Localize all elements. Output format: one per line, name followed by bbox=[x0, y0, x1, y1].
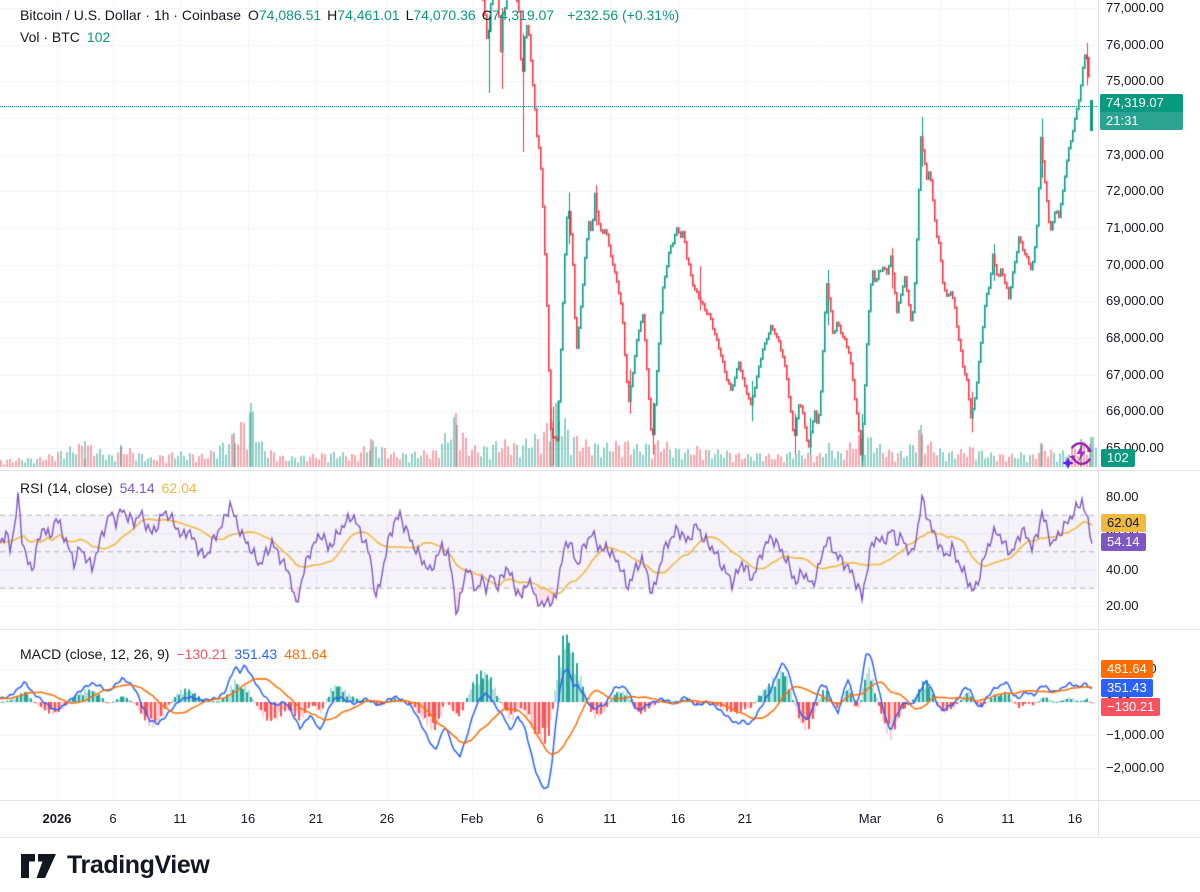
arrowhead bbox=[1069, 455, 1075, 460]
current-price-value: 74,319.07 bbox=[1100, 94, 1183, 112]
arrowhead bbox=[1087, 447, 1093, 452]
symbol-title: Bitcoin / U.S. Dollar · 1h · Coinbase bbox=[20, 7, 241, 23]
time-tick: 16 bbox=[670, 811, 686, 826]
price-pane-canvas[interactable] bbox=[0, 0, 1100, 470]
time-tick: Mar bbox=[858, 811, 882, 826]
lightning-bolt-icon bbox=[1076, 443, 1086, 462]
time-tick: 6 bbox=[109, 811, 117, 826]
time-tick: 11 bbox=[603, 811, 617, 826]
time-scale[interactable]: 2026 6 11 16 21 26 Feb 6 11 16 21 Mar 6 11 16 bbox=[0, 800, 1200, 838]
scale-label: 20.00 bbox=[1106, 598, 1139, 613]
volume-legend-value: 102 bbox=[86, 29, 111, 45]
ohlc-value: 74,070.36 bbox=[413, 7, 476, 23]
ohlc-key: C bbox=[481, 7, 492, 23]
macd-hist-badge: −130.21 bbox=[1101, 698, 1161, 716]
rsi-ma-badge: 62.04 bbox=[1101, 514, 1146, 532]
tradingview-logo-mark bbox=[21, 853, 56, 878]
current-price-badge: 74,319.07 21:31 bbox=[1100, 94, 1183, 130]
tradingview-logo-text: TradingView bbox=[67, 851, 210, 879]
instant-backtest-icon[interactable] bbox=[1062, 440, 1096, 470]
scale-label: 76,000.00 bbox=[1106, 37, 1164, 52]
sparkle-icon bbox=[1062, 457, 1074, 469]
macd-signal-badge: 481.64 bbox=[1101, 660, 1153, 678]
volume-legend-label: Vol · BTC bbox=[20, 29, 80, 45]
scale-label: 75,000.00 bbox=[1106, 73, 1164, 88]
scale-label: 77,000.00 bbox=[1106, 0, 1164, 15]
candle-countdown: 21:31 bbox=[1100, 112, 1183, 130]
scale-label: 66,000.00 bbox=[1106, 403, 1164, 418]
symbol-legend: Bitcoin / U.S. Dollar · 1h · Coinbase O7… bbox=[20, 7, 679, 23]
ohlc-key: H bbox=[327, 7, 338, 23]
rsi-legend-title: RSI (14, close) bbox=[20, 480, 113, 496]
scale-label: 73,000.00 bbox=[1106, 147, 1164, 162]
time-tick: 11 bbox=[1001, 811, 1015, 826]
rsi-badge: 54.14 bbox=[1101, 533, 1146, 551]
macd-pane-canvas[interactable] bbox=[0, 629, 1100, 800]
pane-separator-price-rsi[interactable] bbox=[0, 470, 1200, 471]
current-price-line bbox=[0, 106, 1097, 107]
scale-label: 67,000.00 bbox=[1106, 367, 1164, 382]
volume-legend: Vol · BTC 102 bbox=[20, 29, 110, 45]
pane-separator-macd-axis bbox=[0, 800, 1200, 801]
macd-badge: 351.43 bbox=[1101, 679, 1153, 697]
scale-label: 80.00 bbox=[1106, 489, 1139, 504]
time-tick: 2026 bbox=[42, 811, 72, 826]
macd-legend: MACD (close, 12, 26, 9) −130.21 351.43 4… bbox=[20, 646, 327, 662]
ohlc-value: 74,086.51 bbox=[258, 7, 322, 23]
time-tick: 6 bbox=[936, 811, 944, 826]
scale-label: 68,000.00 bbox=[1106, 330, 1164, 345]
ohlc-key: O bbox=[247, 7, 259, 23]
ohlc-key: L bbox=[405, 7, 414, 23]
scale-label: 70,000.00 bbox=[1106, 257, 1164, 272]
time-tick: 21 bbox=[308, 811, 324, 826]
scale-label: −2,000.00 bbox=[1106, 760, 1165, 775]
ohlc-value: 74,461.01 bbox=[337, 7, 400, 23]
ohlc-value: 74,319.07 bbox=[491, 7, 555, 23]
time-tick: 16 bbox=[240, 811, 256, 826]
time-tick: 11 bbox=[173, 811, 187, 826]
price-scale-border bbox=[1098, 0, 1099, 837]
time-tick: 21 bbox=[737, 811, 753, 826]
time-tick: 16 bbox=[1067, 811, 1083, 826]
tradingview-logo[interactable]: TradingView bbox=[20, 851, 210, 880]
scale-label: 69,000.00 bbox=[1106, 293, 1164, 308]
scale-label: 72,000.00 bbox=[1106, 183, 1164, 198]
time-tick: 6 bbox=[536, 811, 544, 826]
scale-label: −1,000.00 bbox=[1106, 727, 1165, 742]
volume-badge: 102 bbox=[1101, 449, 1135, 467]
macd-hist-legend-value: −130.21 bbox=[176, 646, 228, 662]
scale-label: 71,000.00 bbox=[1106, 220, 1164, 235]
ohlc-values: O74,086.51 H74,461.01 L74,070.36 C74,319.07 bbox=[248, 7, 560, 23]
rsi-ma-legend-value: 62.04 bbox=[161, 480, 197, 496]
macd-legend-title: MACD (close, 12, 26, 9) bbox=[20, 646, 170, 662]
scale-label: 40.00 bbox=[1106, 562, 1139, 577]
macd-signal-legend-value: 481.64 bbox=[284, 646, 328, 662]
rsi-legend-value: 54.14 bbox=[119, 480, 155, 496]
time-tick: Feb bbox=[460, 811, 484, 826]
pane-separator-rsi-macd[interactable] bbox=[0, 629, 1200, 630]
rsi-pane-canvas[interactable] bbox=[0, 470, 1100, 629]
change-value: +232.56 (+0.31%) bbox=[567, 7, 680, 23]
rsi-legend: RSI (14, close) 54.14 62.04 bbox=[20, 480, 197, 496]
macd-legend-value: 351.43 bbox=[234, 646, 278, 662]
time-tick: 26 bbox=[379, 811, 395, 826]
